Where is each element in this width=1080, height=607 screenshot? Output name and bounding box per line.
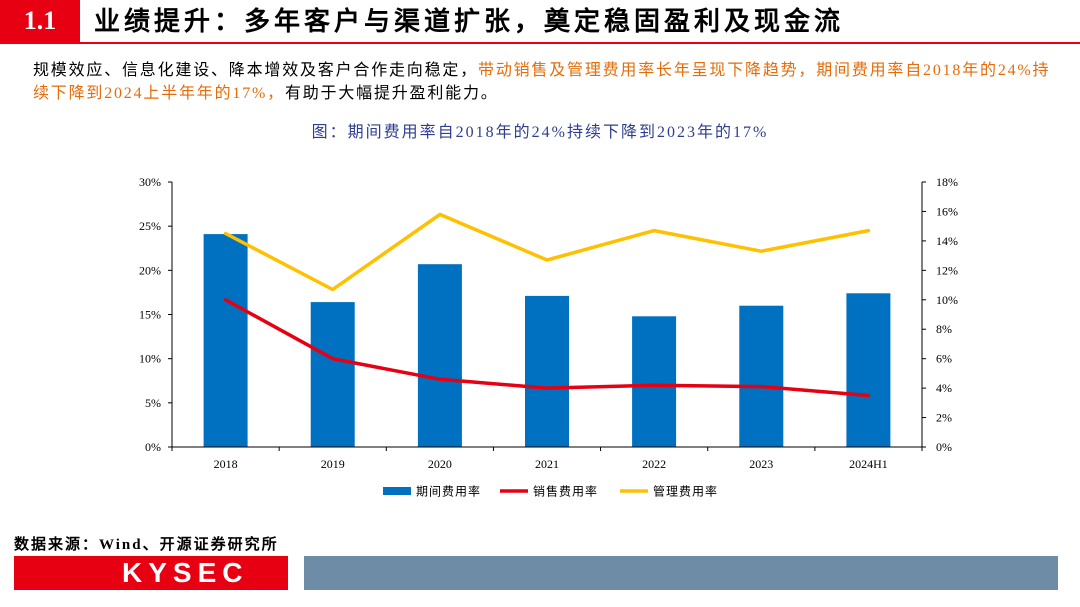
y-right-tick-label: 6%	[936, 352, 952, 366]
y-right-tick-label: 0%	[936, 440, 952, 454]
section-number: 1.1	[23, 6, 57, 35]
bar-2024h1	[846, 293, 891, 447]
chart-canvas: 0% 5% 10% 15% 20% 25% 30% 0% 2% 4% 6% 8% 10% 12% 14% 16…	[139, 175, 958, 499]
bar-2019	[310, 302, 355, 447]
x-tick-label: 2021	[535, 457, 559, 471]
bar-2023	[739, 305, 784, 447]
expense-ratio-chart: 0% 5% 10% 15% 20% 25% 30% 0% 2% 4% 6% 8% 10% 12% 14% 16…	[120, 165, 980, 505]
legend-label: 管理费用率	[653, 484, 718, 499]
chart-title: 图：期间费用率自2018年的24%持续下降到2023年的17%	[311, 124, 769, 141]
kysec-logo: KYSEC	[14, 556, 288, 590]
legend-swatch-bar	[383, 487, 411, 495]
y-left-tick-label: 0%	[145, 440, 161, 454]
x-tick-label: 2023	[749, 457, 773, 471]
footer-bar	[304, 556, 1058, 590]
y-right-tick-label: 10%	[936, 293, 958, 307]
summary-highlight: 带动销售及管理费用率长年呈现下降趋势，期间费用率自2018年的24%持续下降到2…	[33, 62, 1051, 102]
y-right-tick-label: 16%	[936, 204, 958, 218]
y-left-tick-label: 15%	[139, 308, 161, 322]
summary-paragraph: 规模效应、信息化建设、降本增效及客户合作走向稳定，带动销售及管理费用率长年呈现下…	[33, 59, 1063, 105]
admin-expense-ratio-line	[223, 212, 871, 292]
x-tick-label: 2018	[214, 457, 238, 471]
y-left-tick-label: 10%	[139, 352, 161, 366]
x-tick-label: 2020	[428, 457, 452, 471]
y-right-tick-label: 14%	[936, 234, 958, 248]
y-right-tick-label: 2%	[936, 411, 952, 425]
y-right-tick-label: 12%	[936, 263, 958, 277]
section-number-badge: 1.1	[0, 0, 80, 42]
header-divider	[0, 42, 1080, 44]
y-right-tick-label: 4%	[936, 381, 952, 395]
bar-2018	[203, 234, 248, 447]
legend-label: 期间费用率	[416, 484, 481, 499]
summary-tail: 有助于大幅提升盈利能力。	[284, 85, 499, 102]
summary-lead: 规模效应、信息化建设、降本增效及客户合作走向稳定，	[33, 62, 479, 79]
slide-title: 业绩提升：多年客户与渠道扩张，奠定稳固盈利及现金流	[94, 7, 845, 36]
bar-2022	[632, 316, 677, 447]
sales-expense-ratio-line	[223, 298, 871, 398]
y-left-tick-label: 5%	[145, 396, 161, 410]
y-right-tick-label: 8%	[936, 322, 952, 336]
x-tick-label: 2019	[321, 457, 345, 471]
bar-2020	[417, 264, 462, 447]
legend-label: 销售费用率	[533, 484, 598, 499]
y-right-tick-label: 18%	[936, 175, 958, 189]
data-source-note: 数据来源：Wind、开源证券研究所	[14, 537, 279, 553]
bar-2021	[525, 295, 569, 447]
y-left-tick-label: 25%	[139, 219, 161, 233]
y-left-tick-label: 30%	[139, 175, 161, 189]
x-tick-label: 2024H1	[849, 457, 888, 471]
logo-text: KYSEC	[122, 557, 249, 588]
x-tick-label: 2022	[642, 457, 666, 471]
y-left-tick-label: 20%	[139, 263, 161, 277]
